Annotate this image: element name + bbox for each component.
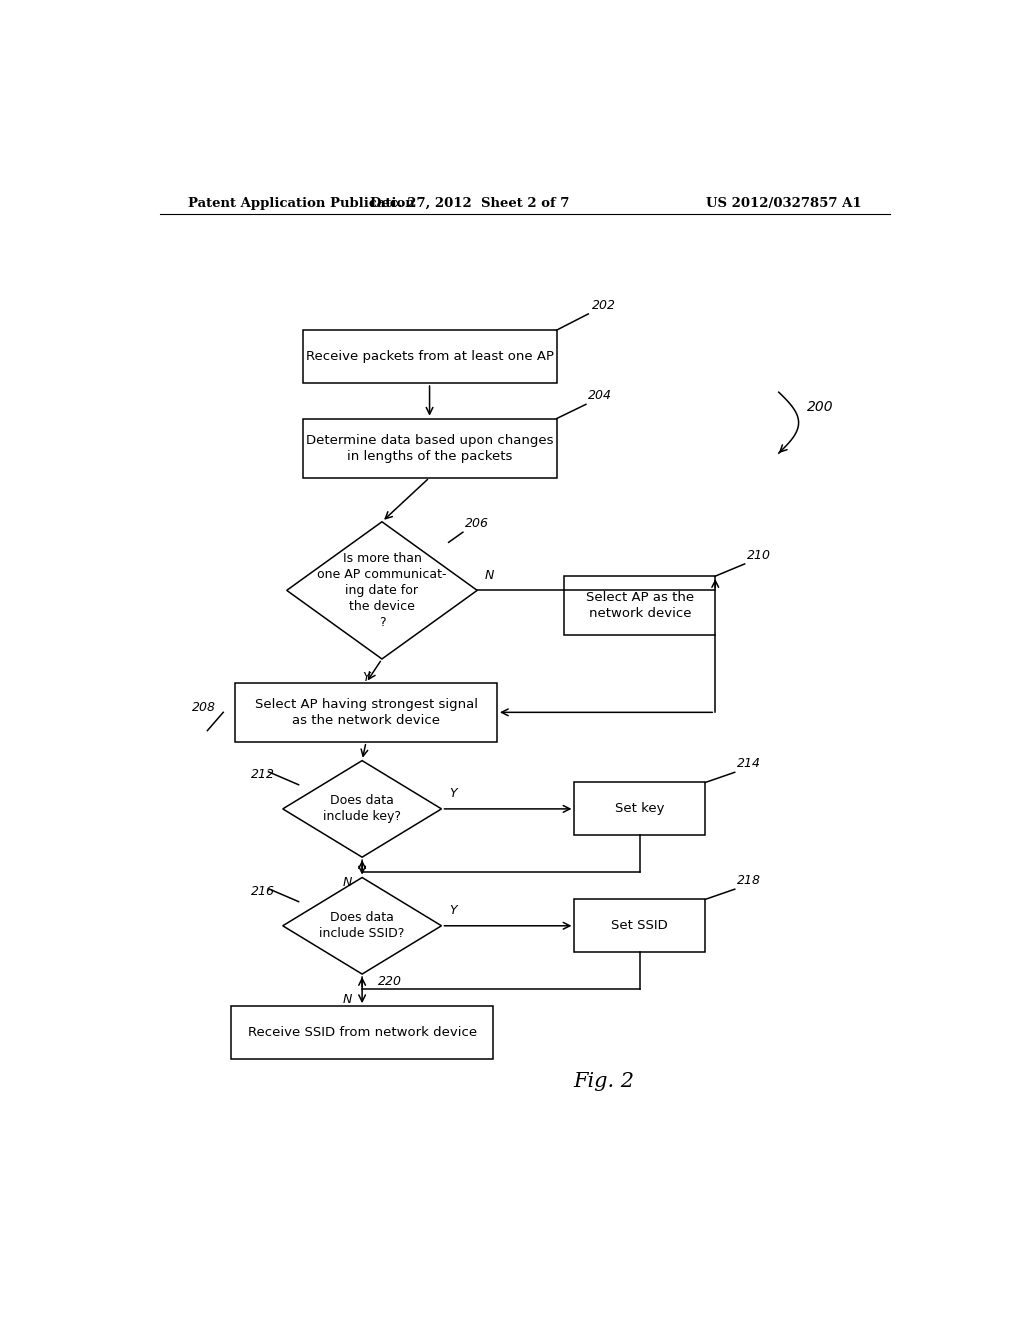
Text: N: N: [342, 876, 351, 890]
Text: 208: 208: [191, 701, 215, 714]
Polygon shape: [283, 760, 441, 857]
Text: 206: 206: [465, 517, 488, 531]
Text: Select AP having strongest signal
as the network device: Select AP having strongest signal as the…: [255, 698, 477, 727]
Text: Is more than
one AP communicat-
ing date for
the device
?: Is more than one AP communicat- ing date…: [317, 552, 446, 628]
Text: 200: 200: [807, 400, 834, 414]
FancyBboxPatch shape: [574, 783, 706, 836]
Text: 202: 202: [592, 298, 616, 312]
Text: Receive packets from at least one AP: Receive packets from at least one AP: [305, 350, 554, 363]
Text: Determine data based upon changes
in lengths of the packets: Determine data based upon changes in len…: [306, 433, 553, 462]
Text: 210: 210: [748, 549, 771, 562]
Text: Does data
include key?: Does data include key?: [324, 795, 401, 824]
Text: 214: 214: [737, 758, 761, 771]
FancyBboxPatch shape: [303, 330, 557, 383]
FancyBboxPatch shape: [564, 576, 715, 635]
Text: Select AP as the
network device: Select AP as the network device: [586, 591, 694, 620]
Polygon shape: [287, 521, 477, 659]
Text: Receive SSID from network device: Receive SSID from network device: [248, 1026, 477, 1039]
FancyBboxPatch shape: [574, 899, 706, 952]
Text: Y: Y: [450, 787, 457, 800]
Text: 204: 204: [588, 389, 612, 403]
Polygon shape: [283, 878, 441, 974]
Text: N: N: [342, 993, 351, 1006]
Text: Dec. 27, 2012  Sheet 2 of 7: Dec. 27, 2012 Sheet 2 of 7: [370, 197, 569, 210]
Text: Y: Y: [450, 904, 457, 917]
Text: 218: 218: [737, 874, 761, 887]
Text: 212: 212: [251, 768, 275, 781]
Text: Does data
include SSID?: Does data include SSID?: [319, 911, 404, 940]
FancyBboxPatch shape: [236, 682, 497, 742]
Text: US 2012/0327857 A1: US 2012/0327857 A1: [707, 197, 862, 210]
Text: Y: Y: [362, 671, 370, 684]
Text: N: N: [485, 569, 495, 582]
Text: 216: 216: [251, 886, 275, 898]
Text: Fig. 2: Fig. 2: [573, 1072, 635, 1090]
FancyBboxPatch shape: [231, 1006, 494, 1059]
Text: Set SSID: Set SSID: [611, 919, 669, 932]
Text: Set key: Set key: [615, 803, 665, 816]
Text: Patent Application Publication: Patent Application Publication: [187, 197, 415, 210]
FancyBboxPatch shape: [303, 418, 557, 478]
Text: 220: 220: [378, 974, 402, 987]
